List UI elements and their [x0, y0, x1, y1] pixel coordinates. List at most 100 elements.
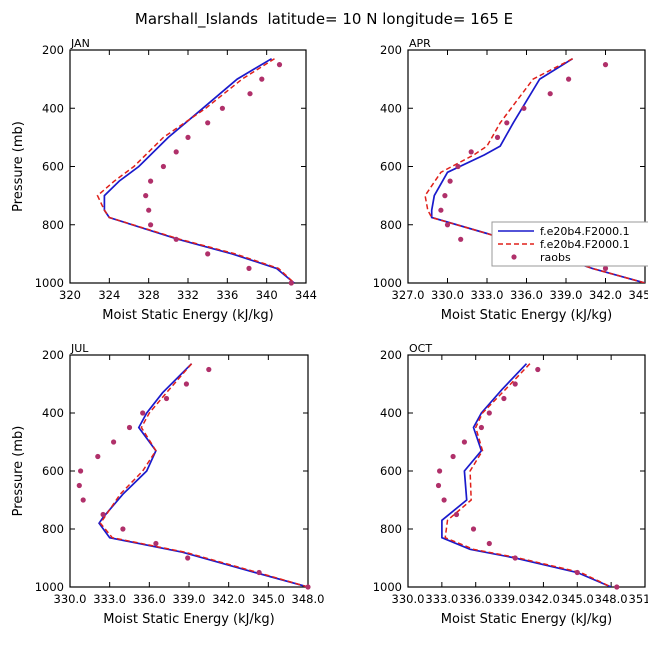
y-tick-label: 800: [42, 522, 64, 536]
y-tick-label: 600: [380, 464, 402, 478]
raob-point: [276, 62, 283, 68]
x-tick-label: 339.0: [173, 592, 206, 606]
x-tick-label: 342.0: [527, 592, 560, 606]
x-tick-label: 328: [138, 288, 160, 302]
x-tick-label: 333.0: [93, 592, 126, 606]
x-tick-label: 333.0: [471, 288, 504, 302]
raob-point: [80, 497, 86, 503]
x-tick-label: 327.0: [392, 288, 425, 302]
plot-frame-3: [407, 354, 646, 588]
series-line-solid: [441, 363, 612, 587]
figure-title: Marshall_Islands latitude= 10 N longitud…: [135, 10, 513, 29]
series-line-solid: [98, 363, 308, 587]
raob-point: [461, 439, 467, 445]
raob-point: [455, 163, 461, 170]
x-axis-label: Moist Static Energy (kJ/kg): [441, 308, 612, 323]
x-tick-label: 330.0: [431, 288, 464, 302]
x-tick-label: 344: [295, 288, 317, 302]
raob-point: [442, 193, 448, 199]
raob-point: [185, 555, 191, 561]
y-tick-label: 200: [42, 43, 64, 57]
raob-point: [288, 280, 294, 286]
series-line-dashed: [444, 363, 612, 587]
raob-point: [444, 222, 451, 228]
raob-point: [256, 569, 262, 576]
x-tick-label: 336.0: [510, 288, 543, 302]
x-tick-label: 348.0: [595, 592, 628, 606]
y-axis-label: Pressure (mb): [11, 426, 26, 517]
raob-point: [100, 511, 106, 518]
x-tick-label: 336.0: [133, 592, 166, 606]
panel-label: OCT: [409, 342, 432, 355]
x-tick-label: 336.0: [459, 592, 492, 606]
x-tick-label: 348.0: [292, 592, 325, 606]
raob-point: [438, 207, 444, 213]
y-tick-label: 800: [380, 218, 402, 232]
y-tick-label: 800: [42, 218, 64, 232]
raob-point: [435, 482, 442, 489]
x-tick-label: 324: [98, 288, 120, 302]
x-tick-label: 332: [177, 288, 199, 302]
legend-label: f.e20b4.F2000.1: [540, 238, 630, 251]
raob-point: [143, 193, 149, 199]
raob-point: [468, 149, 474, 155]
raob-point: [504, 120, 510, 126]
raob-point: [602, 265, 609, 271]
legend-label: raobs: [540, 251, 571, 264]
raob-point: [246, 265, 252, 271]
y-axis-label: Pressure (mb): [11, 121, 26, 212]
x-tick-label: 340: [256, 288, 278, 302]
y-tick-label: 800: [380, 522, 402, 536]
raob-point: [219, 105, 225, 111]
raob-point: [205, 251, 211, 257]
raob-point: [140, 410, 146, 416]
raob-point: [173, 236, 179, 242]
raob-point: [574, 569, 580, 576]
raob-point: [535, 366, 541, 373]
x-tick-label: 345.0: [629, 288, 648, 302]
raob-point: [76, 482, 82, 489]
panel-label: APR: [409, 37, 431, 50]
raob-point: [95, 453, 101, 460]
raob-point: [148, 178, 154, 184]
y-tick-label: 200: [380, 348, 402, 362]
x-tick-label: 351.0: [629, 592, 648, 606]
y-tick-label: 600: [42, 160, 64, 174]
y-tick-label: 200: [380, 43, 402, 57]
raob-point: [305, 584, 311, 590]
x-tick-label: 342.0: [212, 592, 245, 606]
raob-point: [259, 76, 265, 82]
y-tick-label: 600: [42, 464, 64, 478]
y-tick-label: 600: [380, 160, 402, 174]
raob-point: [512, 381, 518, 387]
legend-marker-dot: [511, 254, 517, 260]
series-line-dashed: [96, 58, 295, 283]
raob-point: [494, 134, 501, 140]
raob-point: [205, 120, 211, 126]
raob-point: [441, 497, 447, 503]
y-tick-label: 1000: [373, 580, 402, 594]
y-tick-label: 400: [380, 406, 402, 420]
series-line-solid: [103, 57, 295, 283]
raob-point: [78, 468, 84, 474]
y-tick-label: 400: [380, 101, 402, 115]
panel-label: JUL: [70, 342, 89, 355]
raob-point: [206, 366, 212, 373]
raob-point: [437, 468, 443, 474]
panel-label: JAN: [70, 37, 90, 50]
x-axis-label: Moist Static Energy (kJ/kg): [103, 612, 274, 627]
raob-point: [120, 526, 126, 532]
raob-point: [470, 526, 477, 532]
raob-point: [501, 395, 507, 402]
x-tick-label: 342.0: [589, 288, 622, 302]
raob-point: [160, 163, 166, 170]
raob-point: [126, 424, 133, 431]
y-tick-label: 400: [42, 101, 64, 115]
x-tick-label: 330.0: [392, 592, 425, 606]
raob-point: [183, 381, 189, 387]
y-tick-label: 200: [42, 348, 64, 362]
raob-point: [486, 540, 492, 547]
raob-point: [153, 540, 159, 547]
raob-point: [185, 134, 191, 140]
